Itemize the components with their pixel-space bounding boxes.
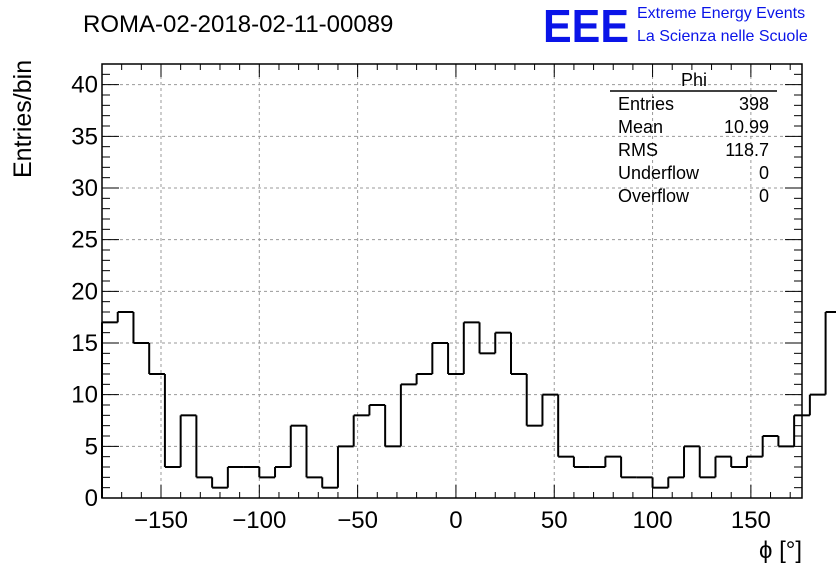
- x-tick-label: 150: [731, 507, 771, 534]
- stats-underflow-label: Underflow: [618, 163, 700, 183]
- stats-mean-value: 10.99: [724, 117, 769, 137]
- x-tick-label: −100: [232, 507, 286, 534]
- x-tick-label: −150: [134, 507, 188, 534]
- y-tick-label: 10: [71, 382, 98, 409]
- stats-overflow-value: 0: [759, 186, 769, 206]
- y-tick-label: 5: [85, 433, 98, 460]
- y-tick-label: 25: [71, 227, 98, 254]
- logo-line-2: La Scienza nelle Scuole: [637, 28, 808, 45]
- stats-entries-value: 398: [739, 94, 769, 114]
- x-tick-label: 0: [449, 507, 462, 534]
- stats-box-title: Phi: [681, 70, 707, 90]
- y-tick-label: 35: [71, 123, 98, 150]
- y-tick-label: 15: [71, 330, 98, 357]
- logo-line-1: Extreme Energy Events: [637, 5, 805, 22]
- stats-underflow-value: 0: [759, 163, 769, 183]
- x-tick-label: −50: [337, 507, 378, 534]
- stats-box: Phi Entries 398 Mean 10.99 RMS 118.7 Und…: [610, 70, 777, 206]
- x-axis-label: ϕ [°]: [759, 537, 802, 564]
- x-tick-label: 100: [633, 507, 673, 534]
- plot-frame: [101, 63, 803, 499]
- stats-entries-label: Entries: [618, 94, 674, 114]
- x-tick-label: 50: [541, 507, 568, 534]
- y-tick-label: 0: [85, 485, 98, 512]
- eee-logo: EEE: [543, 0, 629, 52]
- stats-rms-label: RMS: [618, 140, 658, 160]
- stats-rms-value: 118.7: [725, 140, 769, 160]
- chart-title: ROMA-02-2018-02-11-00089: [83, 11, 393, 38]
- grid: [102, 64, 802, 498]
- tick-labels: −150 −100 −50 0 50 100 150 0 5 10 15 20 25 30 35 40: [71, 72, 771, 534]
- axis-ticks: [102, 64, 802, 499]
- y-tick-label: 20: [71, 278, 98, 305]
- y-tick-label: 30: [71, 175, 98, 202]
- stats-mean-label: Mean: [618, 117, 663, 137]
- histogram-layer: [101, 311, 836, 498]
- y-tick-label: 40: [71, 72, 98, 99]
- y-axis-label: Entries/bin: [9, 60, 37, 178]
- stats-overflow-label: Overflow: [618, 186, 690, 206]
